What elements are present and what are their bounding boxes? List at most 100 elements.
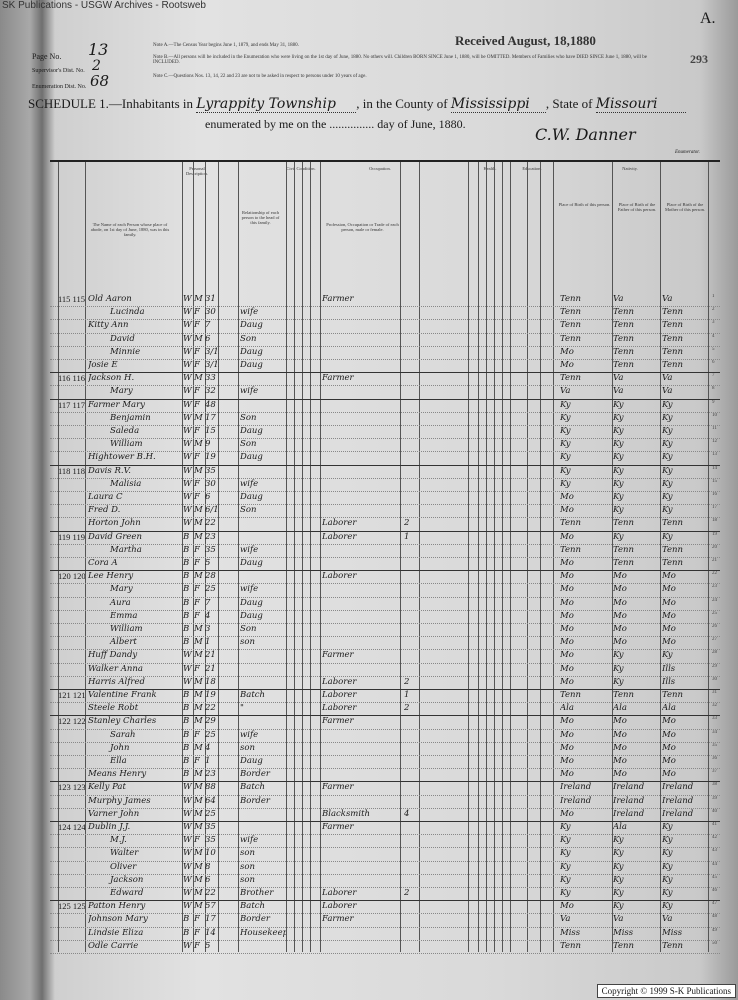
received-stamp: Received August, 18,1880 [455, 33, 596, 48]
table-row: 117 117 Farmer Mary W F 48 Ky Ky Ky 9 [50, 399, 720, 413]
age: 31 [205, 294, 216, 304]
father-birthplace: Ky [613, 901, 624, 912]
birthplace: Tenn [560, 333, 581, 344]
color: W [183, 782, 192, 793]
line-number: 36 [712, 756, 717, 761]
person-name: Oliver [110, 861, 137, 872]
line-number: 12 [712, 439, 717, 445]
sex: F [194, 320, 200, 331]
age: 6 [205, 333, 211, 344]
father-birthplace: Mo [613, 571, 627, 582]
color: W [183, 676, 192, 687]
person-name: Valentine Frank [88, 690, 157, 700]
relationship: Daug [240, 756, 263, 766]
table-row: Saleda W F 15 Daug Ky Ky Ky 11 [50, 425, 720, 440]
sex: M [194, 518, 203, 529]
age: 21 [205, 650, 216, 661]
birthplace: Ky [560, 439, 571, 450]
mother-birthplace: Ireland [662, 782, 694, 793]
person-name: Farmer Mary [88, 399, 145, 410]
mother-birthplace: Ky [662, 835, 673, 846]
birthplace: Mo [560, 769, 574, 780]
father-birthplace: Tenn [613, 518, 634, 529]
birthplace: Va [560, 386, 571, 397]
person-name: Walker Anna [88, 663, 143, 674]
mother-birthplace: Ky [662, 439, 673, 450]
line-number: 33 [712, 716, 717, 722]
person-name: Hightower B.H. [88, 452, 156, 463]
color: W [183, 822, 192, 832]
occupation: Laborer [322, 703, 357, 714]
birthplace: Mo [560, 492, 574, 502]
age: 21 [205, 663, 216, 674]
person-name: Walter [110, 848, 139, 859]
header-father: Place of Birth of the Father of this per… [617, 202, 657, 212]
occupation: Farmer [322, 914, 354, 925]
table-row: Murphy James W M 64 Border Ireland Ireland Irel… [50, 795, 720, 809]
father-birthplace: Mo [613, 637, 627, 648]
sex: M [194, 650, 203, 661]
father-birthplace: Ky [613, 426, 624, 436]
father-birthplace: Ky [613, 874, 624, 885]
table-row: William B M 3 Son Mo Mo Mo 26 [50, 623, 720, 638]
birthplace: Ireland [560, 795, 592, 806]
father-birthplace: Mo [613, 756, 627, 766]
birthplace: Mo [560, 756, 574, 766]
supervisor-label: Supervisor's Dist. No. [32, 68, 85, 74]
mother-birthplace: Tenn [662, 360, 683, 370]
mother-birthplace: Tenn [662, 320, 683, 331]
color: W [183, 505, 192, 516]
person-name: Lee Henry [88, 571, 134, 582]
table-row: Benjamin W M 17 Son Ky Ky Ky 10 [50, 412, 720, 426]
sex: M [194, 439, 203, 450]
sex: M [194, 505, 203, 516]
household-number: 122 122 [58, 716, 85, 727]
relationship: Daug [240, 610, 263, 621]
table-row: Martha B F 35 wife Tenn Tenn Tenn 20 [50, 544, 720, 558]
relationship: Housekeeper [240, 927, 286, 938]
table-row: Aura B F 7 Daug Mo Mo Mo 24 [50, 597, 720, 611]
line-number: 31 [712, 690, 717, 695]
corner-letter: A. [700, 10, 716, 27]
person-name: Mary [110, 584, 133, 595]
person-name: Huff Dandy [88, 650, 138, 661]
color: B [183, 531, 190, 542]
occupation: Laborer [322, 690, 357, 700]
table-row: Johnson Mary B F 17 Border Farmer Va Va Va 48 [50, 913, 720, 928]
color: W [183, 874, 192, 885]
schedule-line: SCHEDULE 1.—Inhabitants in Lyrappity Tow… [28, 96, 686, 113]
color: B [183, 637, 190, 648]
person-name: Murphy James [88, 795, 151, 806]
line-number: 6 [712, 360, 715, 365]
table-row: Mary B F 25 wife Mo Mo Mo 23 [50, 583, 720, 598]
birthplace: Ky [560, 848, 571, 859]
table-row: Varner John W M 25 Blacksmith 4 Mo Ireland Irela… [50, 808, 720, 822]
occupation: Laborer [322, 888, 357, 898]
relationship: " [240, 703, 244, 714]
enumeration-no: 68 [90, 72, 110, 90]
sex: F [194, 544, 200, 555]
mother-birthplace: Mo [662, 584, 676, 595]
father-birthplace: Ky [613, 492, 624, 502]
birthplace: Mo [560, 571, 574, 582]
birthplace: Ky [560, 478, 571, 489]
father-birthplace: Ky [613, 478, 624, 489]
household-number: 121 121 [58, 690, 85, 700]
birthplace: Mo [560, 650, 574, 661]
occupation: Farmer [322, 782, 354, 793]
birthplace: Tenn [560, 544, 581, 555]
header-personal: Personal Description. [185, 166, 209, 176]
color: B [183, 756, 190, 766]
sex: M [194, 782, 203, 793]
age: 30 [205, 307, 216, 318]
occupation: Laborer [322, 518, 357, 529]
age: 25 [205, 729, 216, 740]
line-number: 21 [712, 558, 717, 563]
age: 6/12 [205, 505, 219, 516]
father-birthplace: Va [613, 386, 624, 397]
household-number: 124 124 [58, 822, 85, 832]
color: B [183, 624, 190, 634]
sex: F [194, 452, 200, 463]
father-birthplace: Va [613, 373, 624, 384]
